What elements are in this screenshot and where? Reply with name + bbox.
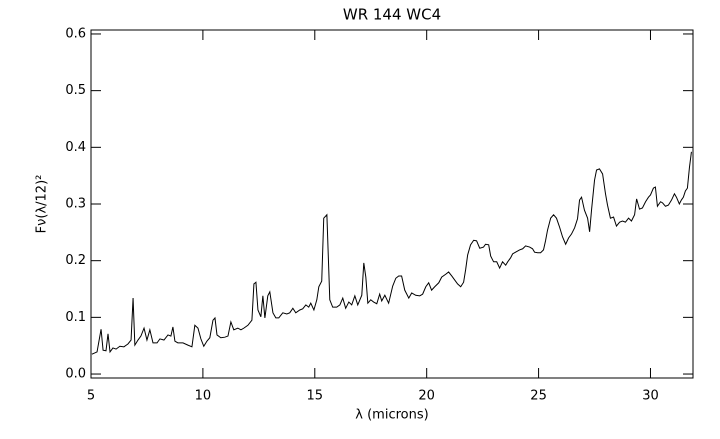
x-tick-label: 20	[418, 389, 435, 404]
plot-frame	[90, 29, 694, 379]
y-tick-label: 0.3	[65, 197, 86, 212]
x-tick-label: 30	[642, 389, 659, 404]
x-tick-label: 15	[307, 389, 324, 404]
y-tick-label: 0.1	[65, 310, 86, 325]
y-tick-label: 0.5	[65, 83, 86, 98]
x-tick-label: 5	[87, 389, 95, 404]
y-tick-label: 0.6	[65, 26, 86, 41]
x-axis-label: λ (microns)	[355, 408, 428, 423]
spectrum-line	[91, 151, 692, 355]
y-tick-label: 0.2	[65, 253, 86, 268]
x-tick-label: 25	[530, 389, 547, 404]
chart-title: WR 144 WC4	[343, 6, 441, 24]
y-tick-label: 0.4	[65, 140, 86, 155]
y-tick-label: 0.0	[65, 367, 86, 382]
x-tick-label: 10	[195, 389, 212, 404]
y-axis-label: Fν(λ/12)²	[35, 175, 50, 234]
